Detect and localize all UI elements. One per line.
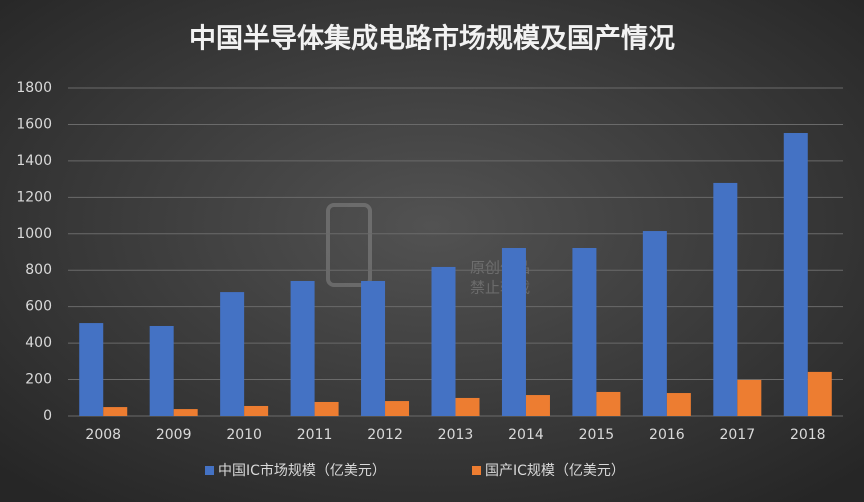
bar [431, 266, 456, 416]
x-tick-label: 2010 [226, 427, 262, 443]
y-tick-label: 1000 [16, 226, 52, 242]
y-tick-label: 0 [43, 408, 52, 424]
x-tick-label: 2014 [508, 427, 544, 443]
bar [314, 401, 339, 416]
bar [525, 395, 550, 416]
legend-label: 国产IC规模（亿美元） [485, 463, 625, 479]
bar [361, 280, 386, 416]
legend-swatch [205, 466, 214, 475]
watermark-logo [326, 203, 372, 287]
y-tick-label: 200 [25, 372, 52, 388]
x-tick-label: 2018 [790, 427, 826, 443]
bar [385, 401, 410, 416]
y-tick-label: 800 [25, 262, 52, 278]
y-tick-label: 1400 [16, 153, 52, 169]
legend-label: 中国IC市场规模（亿美元） [218, 462, 386, 479]
bar [290, 280, 315, 416]
x-tick-label: 2008 [85, 427, 121, 443]
bar [572, 247, 597, 416]
x-tick-label: 2017 [719, 427, 755, 443]
y-tick-label: 1600 [16, 116, 52, 132]
y-tick-label: 400 [25, 335, 52, 351]
x-tick-label: 2016 [649, 427, 685, 443]
legend-swatch [472, 466, 481, 475]
bar [807, 371, 832, 416]
bar [149, 325, 174, 416]
bar [642, 231, 667, 416]
bar [244, 405, 269, 416]
bar [666, 393, 691, 416]
x-tick-label: 2015 [579, 427, 615, 443]
bar [173, 409, 198, 416]
x-tick-label: 2009 [156, 427, 192, 443]
y-tick-label: 600 [25, 299, 52, 315]
x-tick-label: 2012 [367, 427, 403, 443]
bar [713, 182, 738, 416]
bar [455, 397, 480, 416]
x-tick-label: 2011 [297, 427, 333, 443]
bar [220, 292, 245, 416]
bar [737, 379, 762, 416]
bar [596, 391, 621, 416]
bar [501, 247, 526, 416]
bar [79, 323, 104, 416]
y-tick-label: 1800 [16, 80, 52, 96]
bar [103, 407, 128, 416]
y-tick-label: 1200 [16, 189, 52, 205]
chart-title: 中国半导体集成电路市场规模及国产情况 [189, 23, 675, 55]
bar [783, 133, 808, 416]
x-tick-label: 2013 [438, 427, 474, 443]
